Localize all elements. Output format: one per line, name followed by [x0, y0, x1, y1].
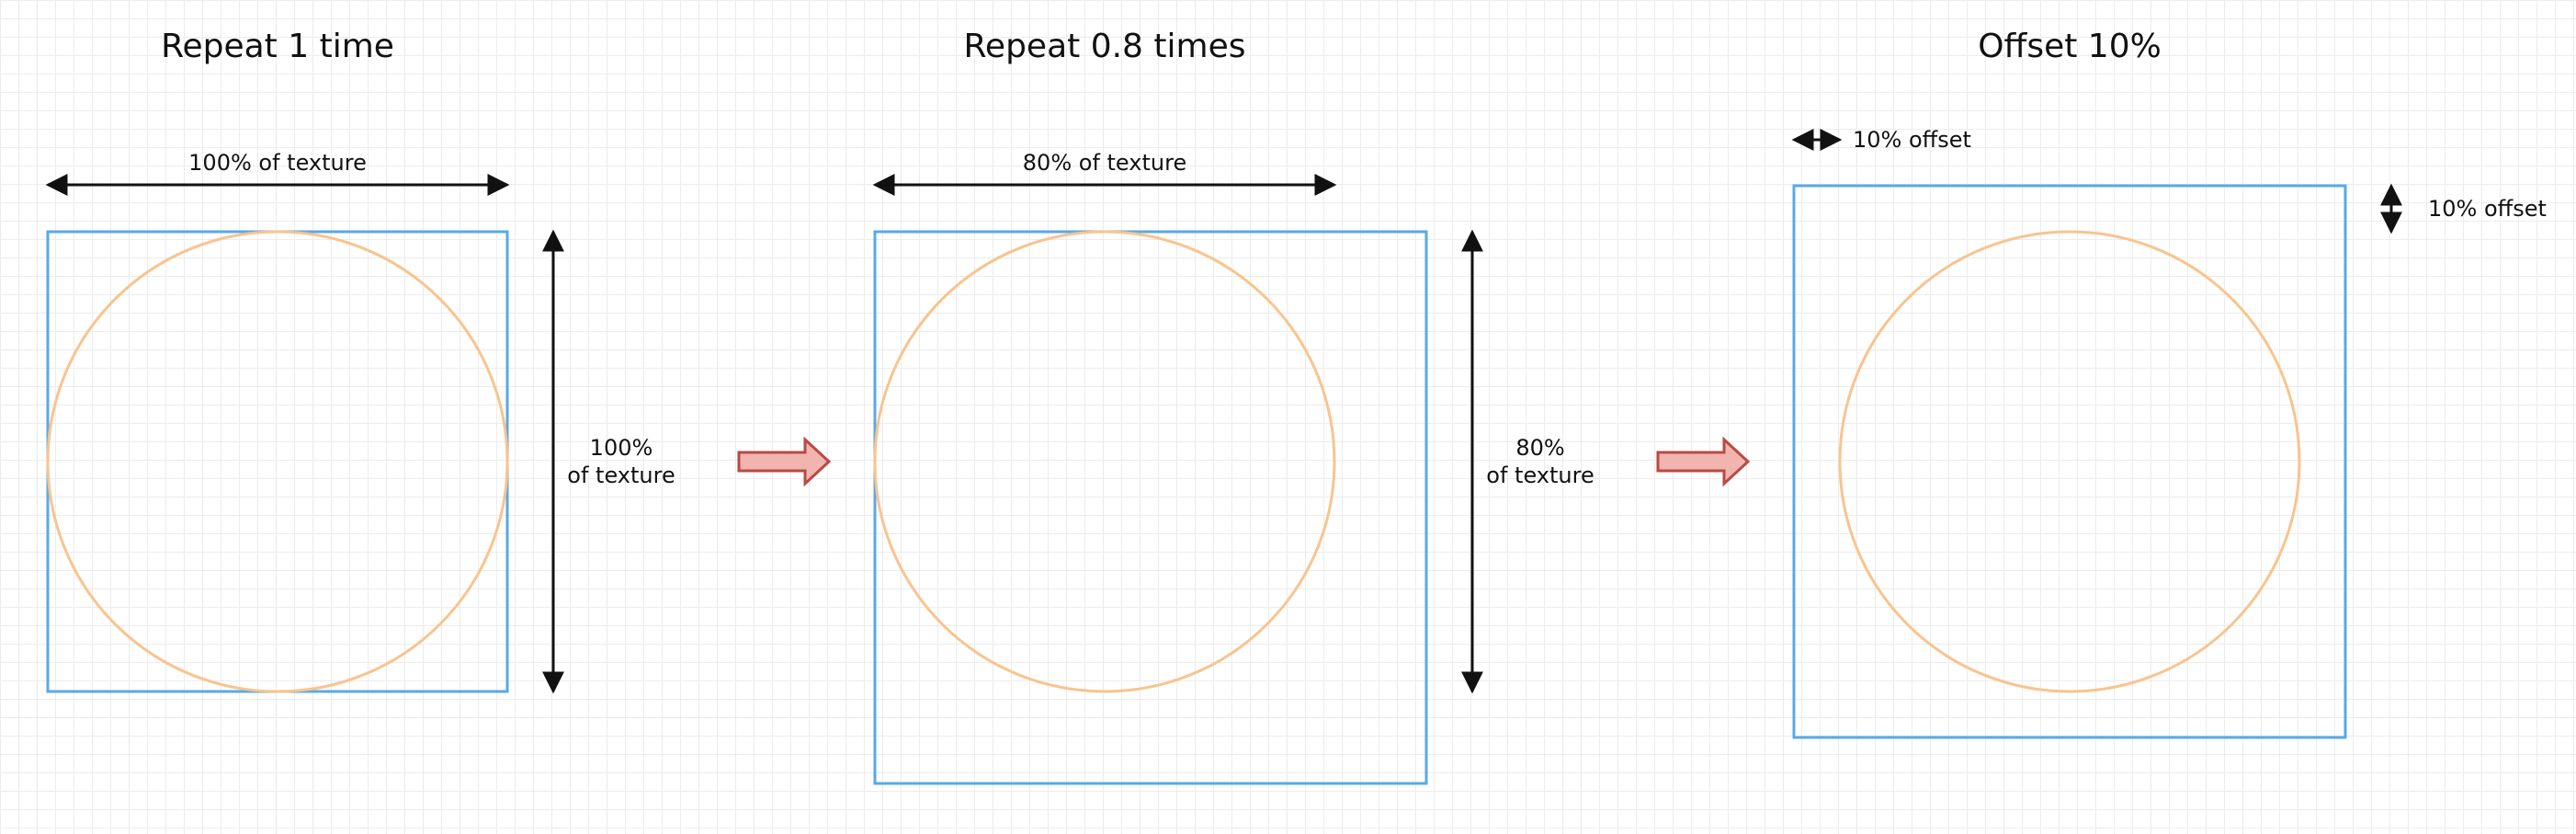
horizontal-label-1: 100% of texture: [188, 150, 367, 176]
panel-title-repeat-1: Repeat 1 time: [161, 28, 394, 65]
vertical-label-2-line2: of texture: [1486, 463, 1594, 488]
texture-circle-2: [873, 230, 1336, 693]
texture-circle-1: [46, 230, 509, 693]
panel-title-repeat-0-8: Repeat 0.8 times: [963, 28, 1246, 65]
vertical-label-1-line1: 100%: [589, 435, 653, 461]
vertical-label-2: 80% of texture: [1486, 434, 1594, 489]
texture-square-2: [873, 230, 1428, 785]
vertical-offset-label: 10% offset: [2428, 196, 2547, 222]
transition-arrow-2: [1656, 436, 1751, 487]
vertical-label-2-line1: 80%: [1515, 435, 1565, 461]
texture-square-1: [46, 230, 509, 693]
transition-arrow-1: [737, 436, 832, 487]
horizontal-offset-label: 10% offset: [1853, 127, 1971, 153]
vertical-label-1-line2: of texture: [567, 463, 675, 488]
texture-square-3: [1792, 184, 2347, 739]
texture-circle-3: [1838, 230, 2301, 693]
vertical-label-1: 100% of texture: [567, 434, 675, 489]
panel-title-offset: Offset 10%: [1978, 28, 2162, 65]
horizontal-label-2: 80% of texture: [1022, 150, 1187, 176]
